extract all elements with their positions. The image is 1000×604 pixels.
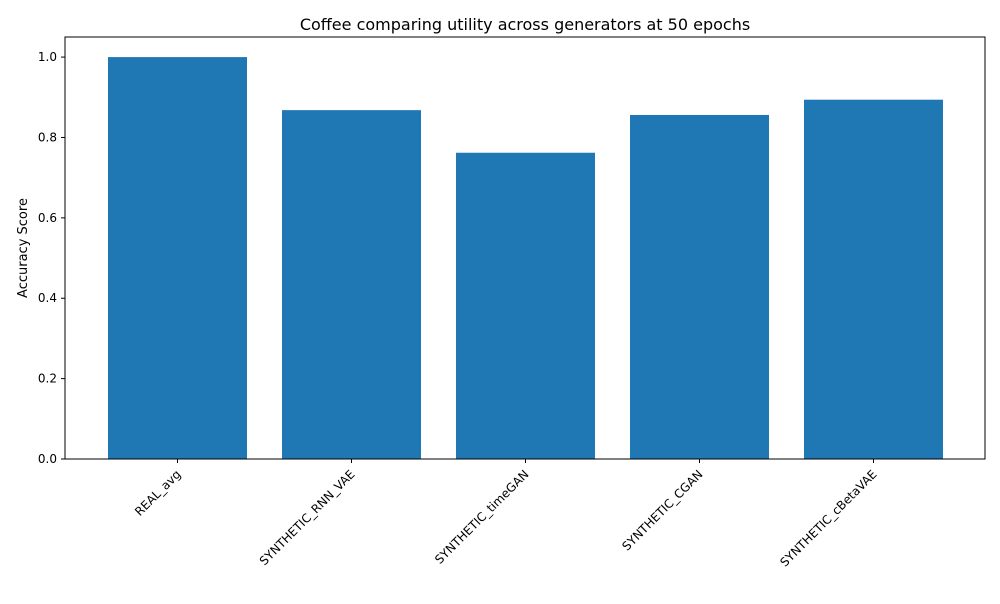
x-tick-label: SYNTHETIC_cBetaVAE [777,467,879,569]
y-tick-label: 0.6 [38,211,57,225]
bars-layer [108,57,943,460]
x-tick-label: SYNTHETIC_RNN_VAE [257,467,358,568]
x-axis: REAL_avg SYNTHETIC_RNN_VAE SYNTHETIC_timeG… [132,459,880,569]
y-tick-label: 0.0 [38,452,57,466]
x-tick-label: REAL_avg [132,467,184,519]
bar-real-avg [108,57,247,459]
y-tick-label: 0.4 [38,291,57,305]
bar-synthetic-timegan [456,152,595,459]
bar-synthetic-cgan [630,114,769,460]
y-tick-label: 1.0 [38,50,57,64]
bar-synthetic-cbetavae [804,99,943,459]
bar-synthetic-rnn-vae [282,110,421,459]
y-axis: 0.0 0.2 0.4 0.6 0.8 1.0 [38,50,65,466]
x-tick-label: SYNTHETIC_timeGAN [432,467,531,566]
x-tick-label: SYNTHETIC_CGAN [619,467,705,553]
y-axis-label: Accuracy Score [16,198,31,298]
plot-frame [64,36,986,460]
chart-title: Coffee comparing utility across generato… [300,15,750,34]
y-tick-label: 0.2 [38,372,57,386]
y-tick-label: 0.8 [38,130,57,144]
